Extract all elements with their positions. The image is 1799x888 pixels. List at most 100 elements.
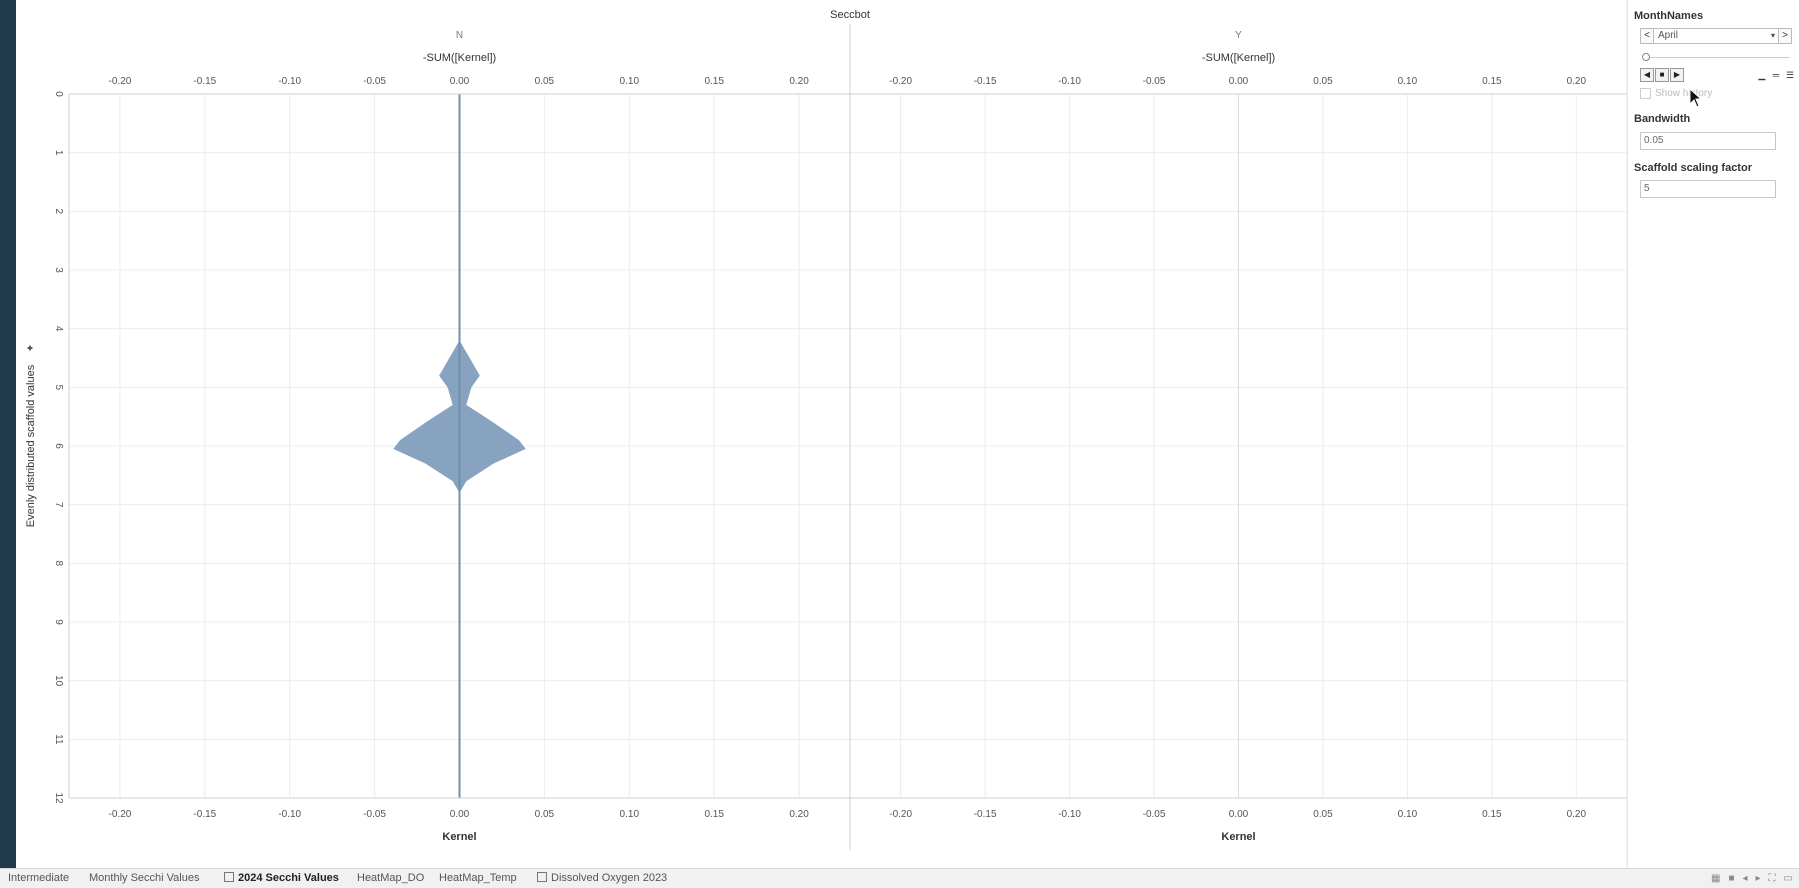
top-x-tick-label: 0.20 bbox=[1567, 76, 1587, 87]
bottom-x-tick-label: 0.05 bbox=[1313, 809, 1333, 820]
y-tick-label: 4 bbox=[53, 326, 64, 332]
bottom-x-tick-label: -0.05 bbox=[363, 809, 386, 820]
violin-chart: Seccbot N -SUM([Kernel]) Kernel -0.20 -0.20 -0… bbox=[25, 0, 1627, 868]
bottom-x-tick-label: -0.15 bbox=[974, 809, 997, 820]
bandwidth-title: Bandwidth bbox=[1634, 113, 1691, 125]
bottom-x-tick-label: 0.15 bbox=[1482, 809, 1502, 820]
top-x-tick-label: -0.10 bbox=[278, 76, 301, 87]
bottom-x-tick-label: 0.10 bbox=[620, 809, 640, 820]
y-tick-label: 10 bbox=[53, 675, 64, 687]
bottom-x-tick-label: 0.05 bbox=[535, 809, 555, 820]
y-tick-label: 8 bbox=[53, 561, 64, 567]
scaling-factor-title: Scaffold scaling factor bbox=[1634, 162, 1752, 174]
y-tick-label: 9 bbox=[53, 619, 64, 625]
stop-icon[interactable]: ■ bbox=[1655, 68, 1669, 82]
top-x-tick-label: 0.10 bbox=[1398, 76, 1418, 87]
tab-intermediate[interactable]: Intermediate bbox=[8, 872, 70, 884]
bottom-x-tick-label: -0.05 bbox=[1143, 809, 1166, 820]
top-x-tick-label: 0.20 bbox=[789, 76, 809, 87]
sheet-tab-bar: Intermediate Monthly Secchi Values 2024 … bbox=[0, 868, 1799, 888]
dashboard-icon bbox=[537, 872, 547, 882]
bottom-x-tick-label: -0.10 bbox=[1058, 809, 1081, 820]
y-tick-label: 1 bbox=[53, 150, 64, 156]
chart-title: Seccbot bbox=[830, 9, 870, 21]
list-view-icon[interactable]: ■ bbox=[1728, 873, 1735, 884]
sheet-nav-controls: ▦ ■ ◂ ▸ ⛶ ▭ bbox=[1711, 873, 1793, 884]
month-names-title: MonthNames bbox=[1634, 10, 1704, 22]
bottom-x-tick-label: 0.15 bbox=[704, 809, 724, 820]
show-history-toggle[interactable]: Show history bbox=[1640, 88, 1712, 99]
slider-track bbox=[1642, 57, 1790, 58]
month-slider[interactable] bbox=[1642, 52, 1790, 62]
top-x-tick-label: -0.20 bbox=[889, 76, 912, 87]
fullscreen-icon[interactable]: ⛶ bbox=[1768, 873, 1776, 884]
y-tick-label: 6 bbox=[53, 443, 64, 449]
bandwidth-input[interactable]: 0.05 bbox=[1640, 132, 1776, 150]
top-x-tick-label: 0.05 bbox=[1313, 76, 1333, 87]
y-axis-title: Evenly distributed scaffold values bbox=[25, 364, 37, 527]
speed-medium-icon[interactable]: ═ bbox=[1772, 70, 1780, 80]
tab-heatmap-temp[interactable]: HeatMap_Temp bbox=[439, 872, 517, 884]
top-x-tick-label: -0.05 bbox=[1143, 76, 1166, 87]
mouse-cursor-icon bbox=[1689, 88, 1703, 108]
show-history-checkbox[interactable] bbox=[1640, 88, 1651, 99]
y-tick-label: 7 bbox=[53, 502, 64, 508]
play-icon[interactable]: ▶ bbox=[1670, 68, 1684, 82]
next-sheet-icon[interactable]: ▸ bbox=[1755, 873, 1761, 884]
top-x-tick-label: 0.05 bbox=[535, 76, 555, 87]
speed-controls: ▁ ═ ☰ bbox=[1756, 68, 1796, 82]
tab-label: 2024 Secchi Values bbox=[238, 872, 339, 884]
show-history-label: Show history bbox=[1655, 88, 1713, 99]
bottom-x-tick-label: -0.10 bbox=[278, 809, 301, 820]
top-x-tick-label: 0.00 bbox=[1229, 76, 1249, 87]
prev-sheet-icon[interactable]: ◂ bbox=[1742, 873, 1748, 884]
y-tick-label: 0 bbox=[53, 91, 64, 97]
month-value: April bbox=[1658, 30, 1679, 41]
bottom-axis-title: Kernel bbox=[1221, 831, 1255, 843]
worksheet-canvas: Seccbot N -SUM([Kernel]) Kernel -0.20 -0.20 -0… bbox=[16, 0, 1799, 868]
scaling-factor-input[interactable]: 5 bbox=[1640, 180, 1776, 198]
bottom-x-tick-label: -0.15 bbox=[193, 809, 216, 820]
month-next-button[interactable]: > bbox=[1778, 28, 1792, 44]
y-tick-label: 2 bbox=[53, 209, 64, 215]
top-x-tick-label: 0.00 bbox=[450, 76, 470, 87]
speed-fast-icon[interactable]: ☰ bbox=[1785, 70, 1795, 80]
top-axis-title: -SUM([Kernel]) bbox=[423, 52, 496, 64]
bottom-x-tick-label: 0.20 bbox=[1567, 809, 1587, 820]
bottom-x-tick-label: -0.20 bbox=[109, 809, 132, 820]
month-selector: < April ▾ > bbox=[1640, 28, 1792, 44]
tab-dissolved-oxygen-2023[interactable]: Dissolved Oxygen 2023 bbox=[537, 872, 667, 884]
chevron-down-icon[interactable]: ▾ bbox=[1770, 31, 1775, 40]
month-dropdown[interactable]: April ▾ bbox=[1654, 28, 1778, 44]
top-axis-title: -SUM([Kernel]) bbox=[1202, 52, 1275, 64]
tab-label: Dissolved Oxygen 2023 bbox=[551, 872, 668, 884]
step-back-icon[interactable]: ◀ bbox=[1640, 68, 1654, 82]
tab-monthly-secchi-values[interactable]: Monthly Secchi Values bbox=[89, 872, 200, 884]
y-tick-label: 3 bbox=[53, 267, 64, 273]
bottom-x-tick-label: 0.00 bbox=[1229, 809, 1249, 820]
top-x-tick-label: 0.15 bbox=[704, 76, 724, 87]
month-prev-button[interactable]: < bbox=[1640, 28, 1654, 44]
y-tick-label: 12 bbox=[53, 792, 64, 804]
bottom-x-tick-label: 0.20 bbox=[789, 809, 809, 820]
bottom-x-tick-label: 0.10 bbox=[1398, 809, 1418, 820]
dashboard-icon bbox=[224, 872, 234, 882]
top-x-tick-label: -0.15 bbox=[974, 76, 997, 87]
y-tick-label: 11 bbox=[53, 734, 64, 745]
top-x-tick-label: 0.15 bbox=[1482, 76, 1502, 87]
grid-view-icon[interactable]: ▦ bbox=[1710, 873, 1721, 884]
presentation-icon[interactable]: ▭ bbox=[1783, 873, 1793, 884]
tab-2024-secchi-values[interactable]: 2024 Secchi Values bbox=[224, 872, 339, 884]
playback-controls: ◀ ■ ▶ bbox=[1640, 68, 1684, 82]
top-x-tick-label: -0.20 bbox=[109, 76, 132, 87]
bottom-axis-title: Kernel bbox=[442, 831, 476, 843]
pin-icon: ✦ bbox=[25, 343, 37, 352]
slider-handle[interactable] bbox=[1642, 53, 1650, 61]
tab-heatmap-do[interactable]: HeatMap_DO bbox=[357, 872, 425, 884]
bottom-x-tick-label: 0.00 bbox=[450, 809, 470, 820]
top-x-tick-label: -0.15 bbox=[193, 76, 216, 87]
speed-slow-icon[interactable]: ▁ bbox=[1758, 70, 1766, 80]
top-x-tick-label: -0.10 bbox=[1058, 76, 1081, 87]
bottom-x-tick-label: -0.20 bbox=[889, 809, 912, 820]
y-tick-label: 5 bbox=[53, 385, 64, 391]
